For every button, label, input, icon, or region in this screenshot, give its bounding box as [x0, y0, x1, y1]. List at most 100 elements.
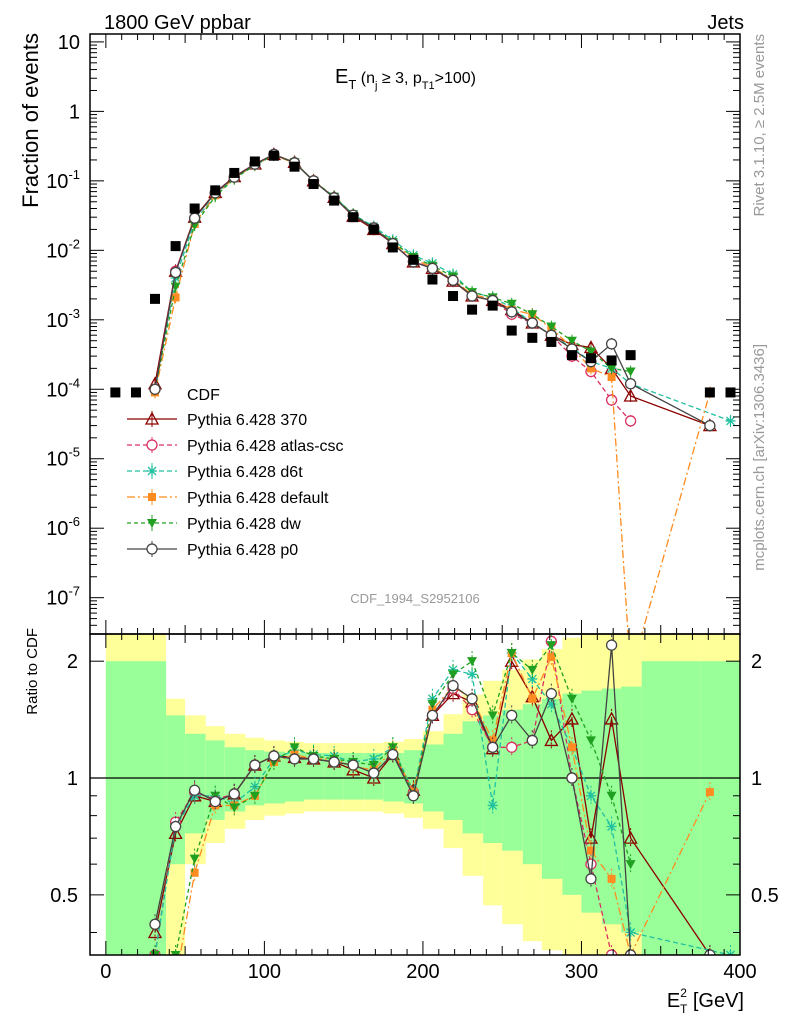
legend-label: CDF [187, 387, 220, 404]
plot-title-sub-t: T [348, 77, 356, 92]
ratio-point [467, 657, 478, 667]
ratio-point [506, 648, 517, 658]
ratio-tick-label-right: 1 [751, 768, 762, 790]
ratio-point [527, 665, 538, 675]
ratio-point [487, 741, 499, 753]
band-green [641, 661, 701, 955]
data-point [527, 332, 538, 343]
plot-title-mid: ≥ 3, p [377, 70, 421, 87]
ratio-tick-label: 0.5 [50, 885, 78, 907]
ratio-point [545, 687, 557, 700]
data-point [130, 387, 141, 398]
ratio-point [624, 949, 637, 955]
ratio-point [168, 826, 183, 840]
series-point [725, 415, 736, 426]
legend-marker [148, 493, 156, 501]
series-point [447, 274, 459, 286]
ratio-point [368, 761, 379, 771]
ratio-point [607, 874, 616, 883]
ratio-point [467, 669, 478, 680]
ratio-point [149, 918, 161, 930]
series-point [527, 310, 538, 320]
plot-title: ET (nj ≥ 3, pT1>100) [335, 66, 476, 92]
y-tick-label: 10-4 [46, 375, 80, 401]
data-point [487, 300, 498, 311]
ratio-point [249, 759, 261, 771]
series-point [625, 367, 636, 377]
header-left: 1800 GeV ppbar [104, 12, 251, 34]
series-point [605, 394, 618, 406]
series-point [169, 266, 182, 279]
ratio-point [488, 736, 497, 745]
ratio-frame [89, 633, 741, 956]
plot-title-main: E [335, 66, 348, 88]
ratio-point [605, 949, 618, 955]
legend-label: Pythia 6.428 atlas-csc [187, 438, 344, 455]
ratio-point [288, 753, 301, 765]
data-point [348, 212, 359, 223]
data-point [546, 336, 557, 347]
ratio-point [229, 803, 240, 813]
data-point [210, 185, 221, 196]
ratio-point [606, 821, 617, 832]
y-axis-label: Fraction of events [18, 33, 43, 208]
band-green [700, 661, 740, 955]
series-point [426, 262, 439, 275]
x-tick-label: 300 [565, 961, 598, 983]
axes: 0 100 200 300 400 10-7 10-6 10-5 10-4 10-3 10-2 10-… [46, 32, 779, 983]
ratio-point [426, 709, 439, 722]
data-point [625, 350, 636, 361]
series-point [466, 290, 478, 302]
data-point [585, 353, 596, 364]
ratio-point [506, 741, 518, 753]
legend-marker [146, 439, 158, 451]
data-point [170, 241, 181, 252]
x-tick-label: 200 [406, 961, 439, 983]
main-panel [110, 147, 736, 634]
legend-label: Pythia 6.428 p0 [187, 542, 298, 559]
series-point [546, 322, 557, 332]
ratio-point [407, 790, 420, 802]
ratio-point [546, 641, 557, 651]
data-point [566, 350, 577, 361]
y-tick-label: 1 [69, 101, 80, 123]
data-point [725, 387, 736, 398]
band-green [562, 693, 582, 895]
ratio-point [605, 639, 618, 651]
ratio-point [387, 743, 398, 753]
ratio-point [606, 791, 617, 801]
data-point [427, 274, 438, 285]
x-tick-label: 0 [100, 961, 111, 983]
ratio-point [347, 759, 359, 771]
ratio-point [586, 846, 595, 855]
ratio-point [147, 925, 163, 939]
ratio-point [528, 694, 537, 703]
series-point [566, 336, 577, 346]
data-point [189, 203, 200, 214]
ratio-point [623, 830, 638, 844]
series-point [586, 364, 595, 373]
band-green [443, 733, 463, 820]
x-axis-label: E2 T [GeV] [667, 986, 744, 1016]
legend-label: Pythia 6.428 d6t [187, 464, 303, 481]
ratio-point [189, 854, 200, 864]
data-point [110, 387, 121, 398]
ratio-point [209, 795, 221, 808]
legend-label: Pythia 6.428 dw [187, 516, 301, 533]
ratio-point [368, 753, 379, 764]
ratio-point [585, 873, 597, 885]
y-tick-label: 10 [58, 32, 80, 54]
plot-title-close: >100) [435, 70, 476, 87]
y-tick-label: 10-6 [46, 514, 80, 540]
ratio-point [487, 711, 498, 721]
x-tick-label: 400 [723, 961, 756, 983]
ratio-point [268, 750, 280, 762]
data-point [387, 242, 398, 253]
legend-marker [147, 466, 157, 476]
ratio-point [585, 790, 596, 801]
ratio-point [466, 693, 478, 705]
series-point [624, 378, 637, 390]
ratio-point [625, 860, 636, 870]
series-point [585, 347, 596, 357]
ratio-point [169, 820, 182, 833]
